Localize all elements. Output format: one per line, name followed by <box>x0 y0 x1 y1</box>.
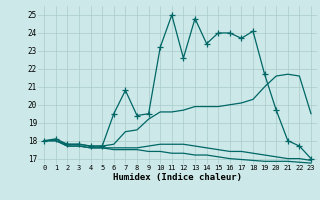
X-axis label: Humidex (Indice chaleur): Humidex (Indice chaleur) <box>113 173 242 182</box>
